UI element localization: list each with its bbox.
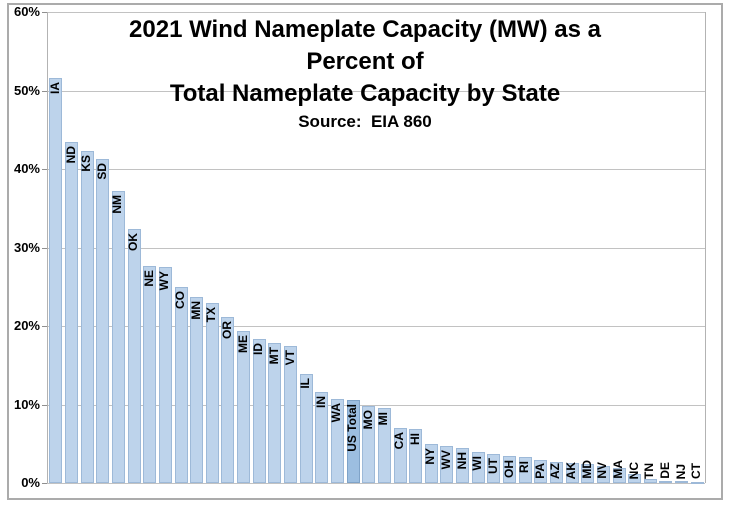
chart-source-label: Source: EIA 860 [298, 112, 432, 131]
chart-title-line-2: Percent of [306, 48, 424, 75]
chart-title-line-1: 2021 Wind Nameplate Capacity (MW) as a [129, 16, 601, 43]
chart-title-line-3: Total Nameplate Capacity by State [169, 80, 561, 107]
chart-title-block: 2021 Wind Nameplate Capacity (MW) as a P… [9, 14, 721, 134]
